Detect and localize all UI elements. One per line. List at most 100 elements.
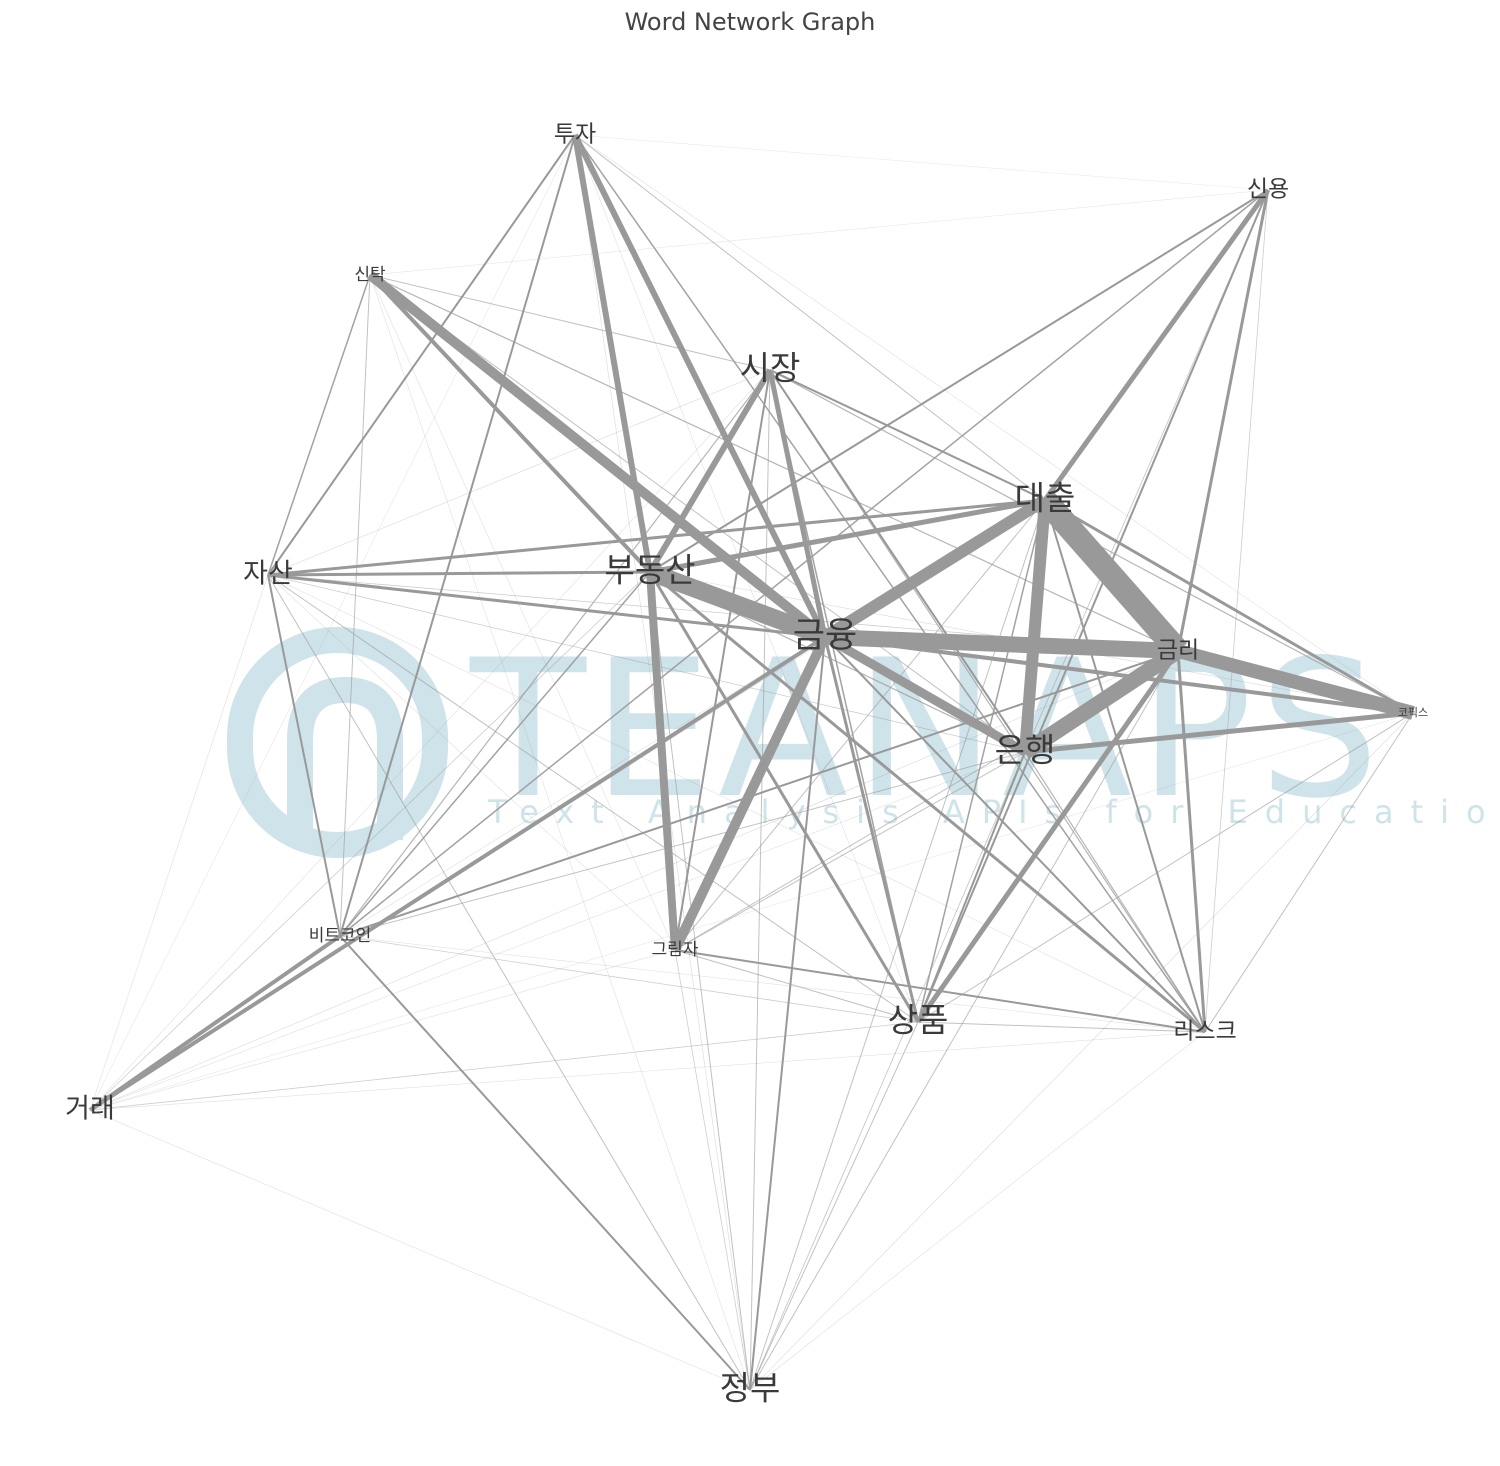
edge-자산-정부 (267, 574, 751, 1391)
edge-신탁-부동산 (368, 273, 652, 574)
edge-금융-대출 (821, 494, 1049, 643)
edge-비트코인-정부 (339, 935, 751, 1391)
edge-투자-정부 (574, 134, 751, 1391)
edge-대출-리스크 (1044, 499, 1206, 1033)
edge-신탁-자산 (267, 274, 371, 576)
edge-상품-거래 (89, 1021, 919, 1111)
edge-금융-코픽스 (824, 635, 1414, 715)
edge-부동산-비트코인 (339, 571, 651, 937)
edge-은행-정부 (749, 751, 1026, 1391)
edge-코픽스-상품 (917, 712, 1414, 1023)
edge-시장-상품 (769, 369, 919, 1023)
edge-금리-코픽스 (1176, 644, 1415, 720)
edge-대출-비트코인 (339, 499, 1046, 937)
edge-시장-비트코인 (339, 369, 771, 937)
edge-거래-금융 (88, 635, 827, 1112)
edge-자산-금융 (267, 573, 826, 639)
edge-리스크-거래 (89, 1031, 1206, 1111)
edge-금융-상품 (823, 636, 920, 1023)
edge-거래-코픽스 (89, 712, 1414, 1111)
node-금리: 금리 (1157, 638, 1199, 664)
edge-부동산-그림자 (646, 571, 679, 951)
edge-부동산-정부 (649, 571, 751, 1391)
edge-layer (88, 133, 1415, 1391)
edge-신탁-금융 (366, 271, 829, 641)
edge-시장-부동산 (647, 368, 773, 574)
edge-은행-그림자 (674, 751, 1026, 951)
edge-시장-거래 (89, 369, 771, 1111)
edge-대출-금리 (1035, 492, 1188, 659)
node-상품: 상품 (888, 1001, 949, 1040)
node-금융: 금융 (793, 616, 857, 656)
edge-자산-리스크 (267, 574, 1206, 1033)
edge-투자-부동산 (572, 134, 653, 573)
node-시장: 시장 (740, 349, 801, 388)
edge-금융-그림자 (670, 634, 830, 953)
edge-금융-금리 (824, 629, 1179, 659)
edge-상품-리스크 (917, 1021, 1206, 1033)
node-자산: 자산 (243, 559, 293, 590)
edge-코픽스-리스크 (1204, 712, 1414, 1033)
edge-시장-자산 (267, 369, 771, 576)
node-정부: 정부 (720, 1369, 781, 1408)
edge-자산-그림자 (267, 574, 676, 951)
edge-신용-은행 (1024, 189, 1269, 753)
edge-거래-투자 (89, 134, 576, 1111)
edge-투자-대출 (574, 134, 1046, 501)
edge-신탁-신용 (369, 189, 1269, 276)
edge-그림자-상품 (674, 949, 919, 1023)
edge-거래-금리 (89, 650, 1179, 1111)
edge-신용-상품 (917, 189, 1269, 1023)
node-대출: 대출 (1015, 479, 1076, 518)
edge-신용-대출 (1042, 188, 1271, 502)
edge-부동산-거래 (89, 571, 651, 1111)
edge-은행-리스크 (1024, 751, 1206, 1033)
edge-금리-그림자 (674, 650, 1179, 951)
edge-신용-정부 (749, 189, 1269, 1391)
edge-대출-코픽스 (1044, 498, 1414, 715)
edge-신탁-은행 (369, 274, 1026, 753)
edge-자산-은행 (267, 574, 1026, 753)
edge-신탁-비트코인 (339, 274, 371, 937)
edge-부동산-리스크 (649, 570, 1206, 1034)
node-신용: 신용 (1247, 177, 1289, 203)
edge-부동산-코픽스 (649, 571, 1414, 714)
node-코픽스: 코픽스 (1398, 706, 1428, 719)
edge-신용-금리 (1176, 189, 1270, 652)
node-신탁: 신탁 (354, 265, 386, 285)
node-그림자: 그림자 (652, 940, 699, 960)
edge-신용-투자 (574, 134, 1269, 191)
edge-코픽스-정부 (749, 712, 1414, 1391)
watermark-logo (227, 627, 448, 858)
edge-비트코인-금리 (339, 650, 1179, 937)
edge-부동산-금융 (646, 563, 829, 646)
edge-대출-은행 (1019, 499, 1051, 753)
edge-투자-비트코인 (339, 134, 576, 937)
edge-대출-거래 (89, 499, 1046, 1111)
edge-신탁-그림자 (369, 274, 676, 951)
edge-비트코인-리스크 (339, 935, 1206, 1033)
edge-자산-상품 (267, 574, 919, 1023)
edge-자산-부동산 (267, 570, 651, 577)
edge-신탁-시장 (369, 274, 771, 371)
node-비트코인: 비트코인 (309, 926, 372, 946)
edge-시장-금융 (767, 369, 828, 638)
edge-자산-대출 (267, 498, 1046, 577)
edge-부동산-은행 (649, 571, 1026, 753)
edge-대출-정부 (749, 499, 1046, 1391)
edge-투자-리스크 (574, 134, 1206, 1033)
edge-그림자-리스크 (674, 949, 1206, 1033)
edge-거래-정부 (89, 1109, 751, 1391)
edge-시장-대출 (769, 369, 1046, 501)
edge-신탁-정부 (369, 274, 751, 1391)
edge-부동산-대출 (649, 497, 1046, 575)
edge-신용-비트코인 (339, 189, 1269, 937)
edge-그림자-정부 (674, 949, 751, 1391)
edge-자산-금리 (267, 574, 1179, 652)
edge-신용-부동산 (649, 189, 1269, 573)
edge-상품-정부 (749, 1021, 919, 1391)
edge-금융-리스크 (824, 636, 1206, 1033)
